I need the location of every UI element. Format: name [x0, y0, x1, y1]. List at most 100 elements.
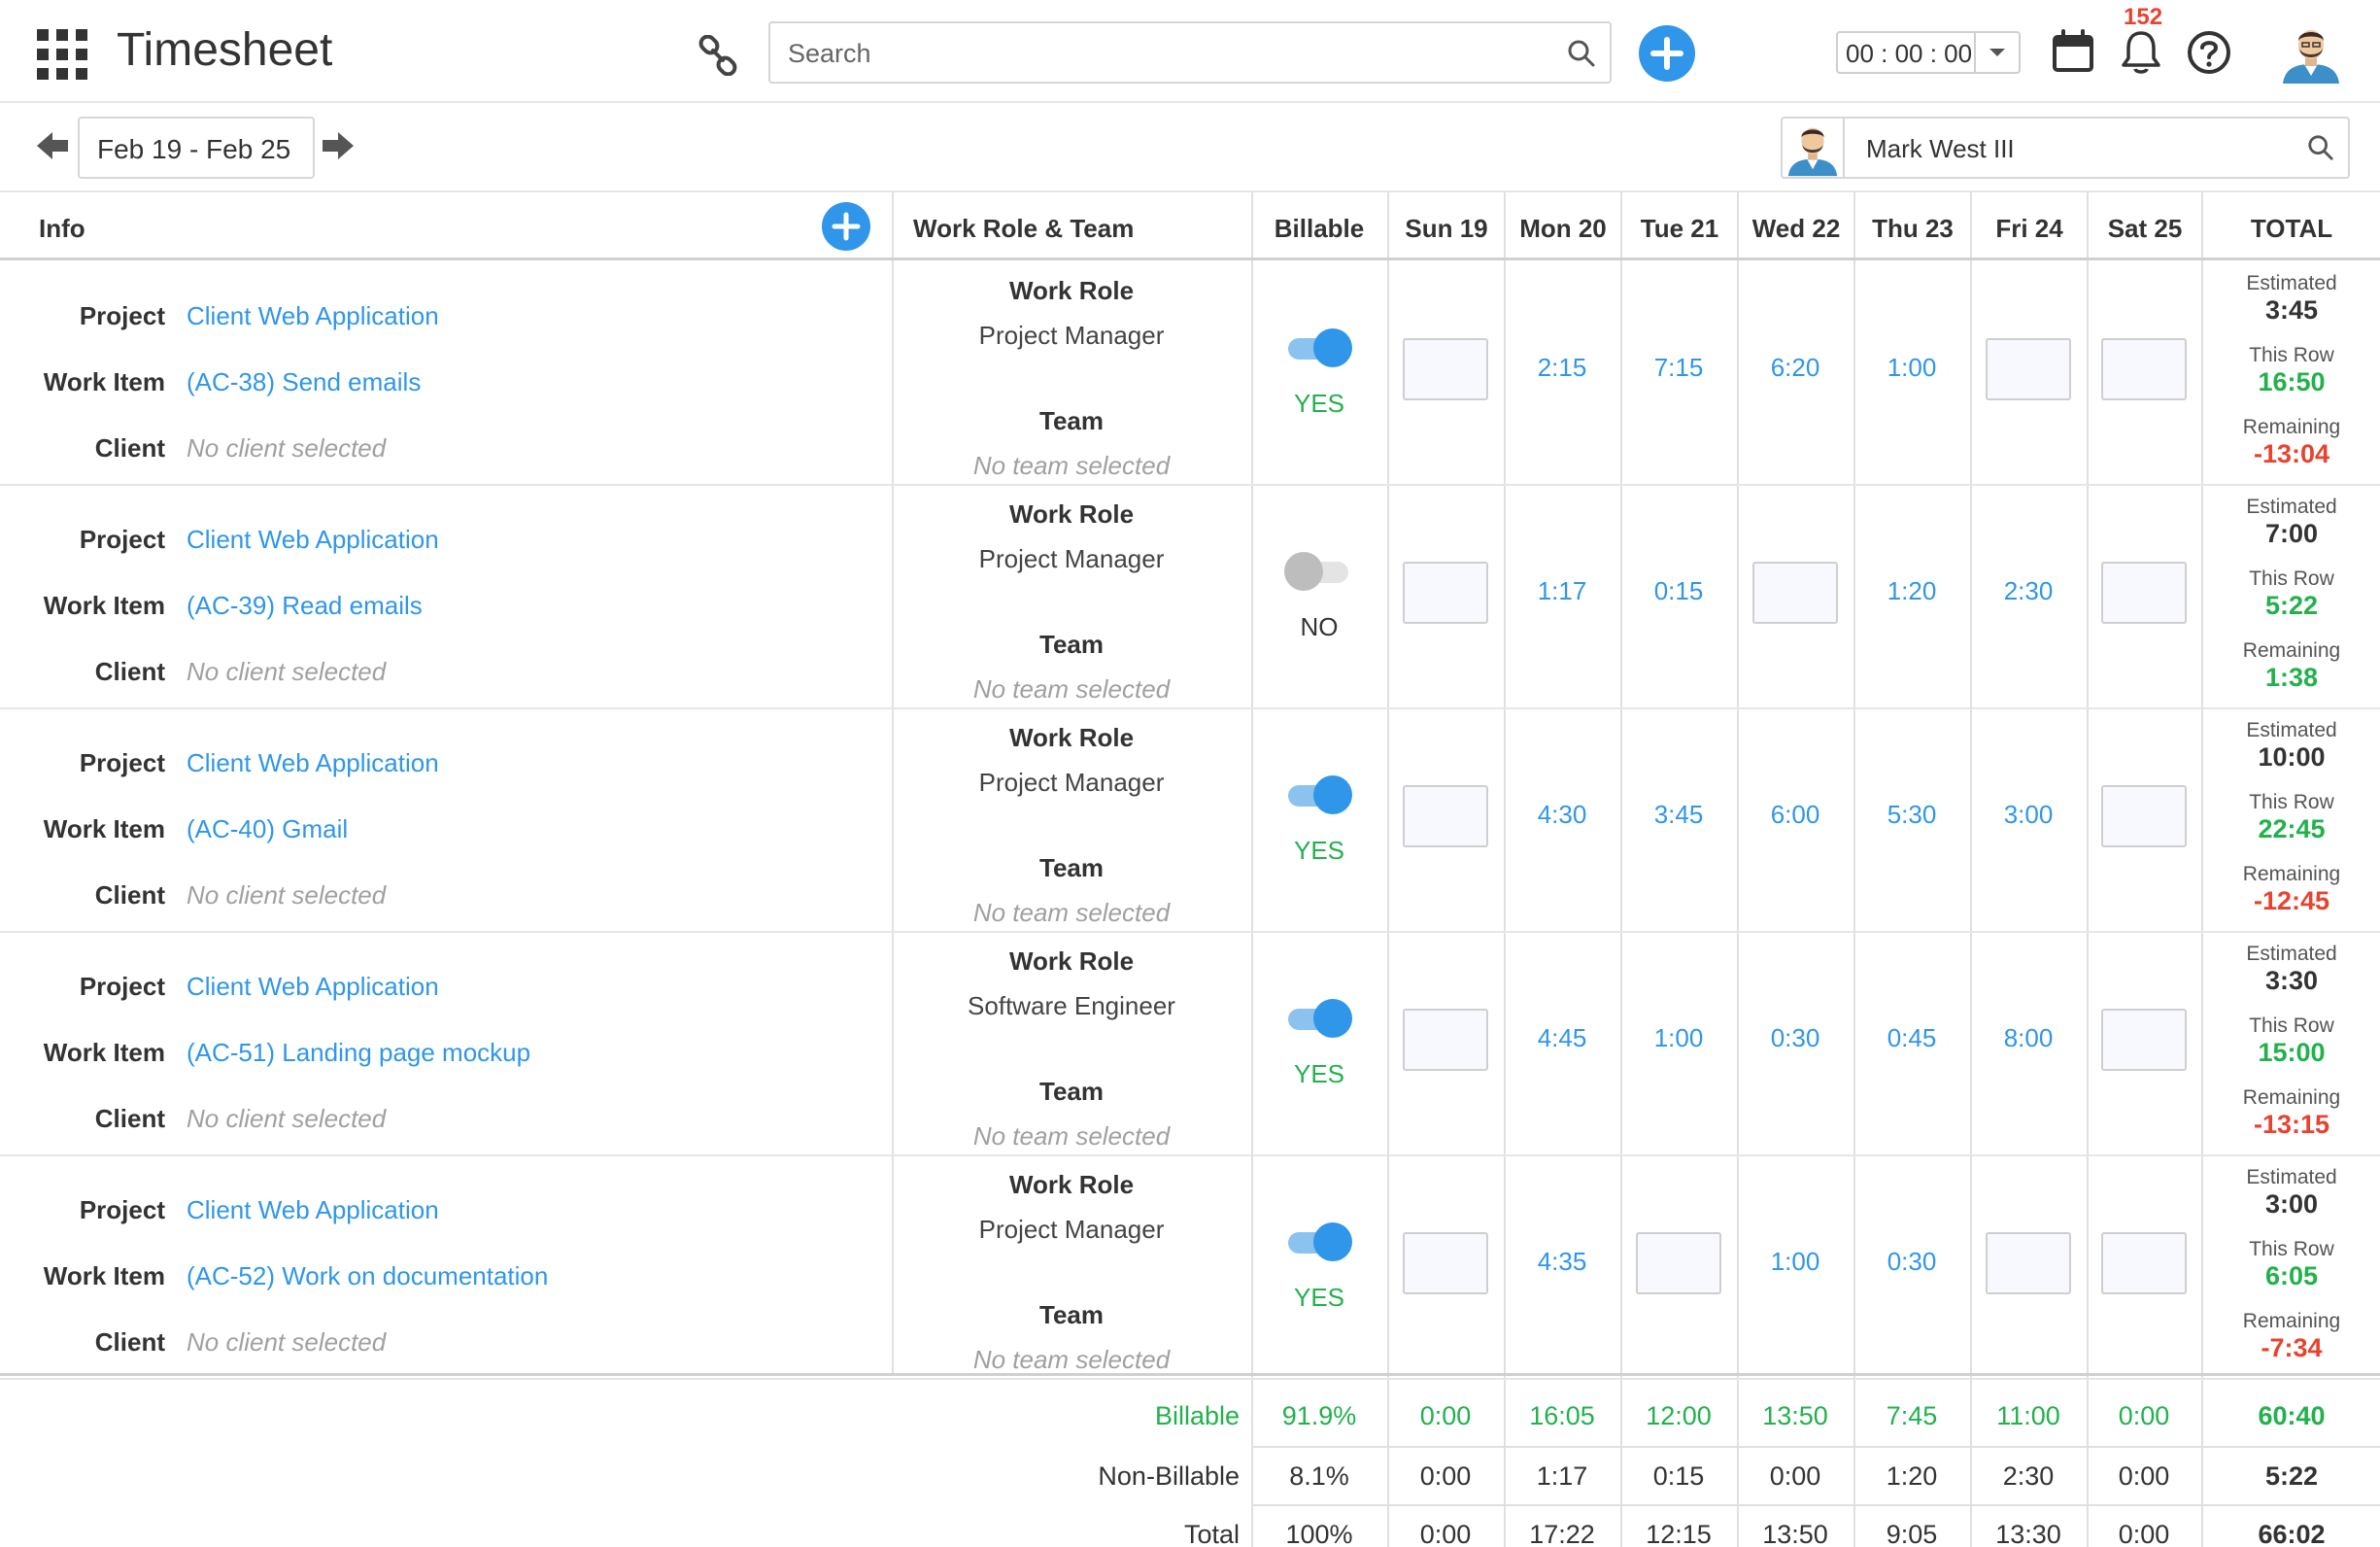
billable-toggle[interactable] — [1284, 550, 1352, 593]
time-entry-input[interactable] — [1403, 785, 1488, 847]
time-entry-value[interactable]: 1:17 — [1537, 576, 1587, 605]
team-value[interactable]: No team selected — [972, 1121, 1171, 1151]
column-header-billable: Billable — [1274, 214, 1365, 243]
help-icon[interactable] — [2186, 29, 2232, 76]
calendar-icon[interactable] — [2052, 29, 2094, 74]
search-icon[interactable] — [1567, 39, 1596, 68]
work-item-label: Work Item — [43, 367, 165, 396]
time-entry-input[interactable] — [1986, 1232, 2071, 1294]
work-role-value[interactable]: Project Manager — [978, 544, 1165, 573]
time-entry-input[interactable] — [1403, 1009, 1488, 1071]
time-entry-input[interactable] — [2101, 1009, 2187, 1071]
estimated-value: 3:30 — [2264, 966, 2319, 995]
time-entry-input[interactable] — [2101, 338, 2187, 400]
time-entry-value[interactable]: 0:15 — [1653, 576, 1704, 605]
billable-toggle[interactable] — [1284, 997, 1352, 1040]
timer-select[interactable]: 00 : 00 : 00 — [1836, 31, 2021, 74]
time-entry-value[interactable]: 8:00 — [2003, 1023, 2054, 1052]
link-icon[interactable] — [697, 35, 738, 76]
time-entry-input[interactable] — [1636, 1232, 1721, 1294]
project-link[interactable]: Client Web Application — [187, 301, 439, 330]
team-value[interactable]: No team selected — [972, 1345, 1171, 1374]
avatar[interactable] — [2279, 19, 2343, 84]
search-input[interactable] — [788, 35, 1546, 72]
work-item-link[interactable]: (AC-39) Read emails — [187, 591, 423, 620]
project-link[interactable]: Client Web Application — [187, 1195, 439, 1224]
time-entry-value[interactable]: 1:00 — [1770, 1247, 1820, 1276]
arrow-right-icon[interactable] — [321, 128, 356, 163]
user-selector[interactable]: Mark West III — [1781, 117, 2350, 179]
client-value[interactable]: No client selected — [187, 1327, 387, 1357]
work-item-link[interactable]: (AC-38) Send emails — [187, 367, 422, 396]
time-entry-input[interactable] — [2101, 785, 2187, 847]
time-entry-value[interactable]: 0:45 — [1887, 1023, 1937, 1052]
summary-day-value: 1:17 — [1536, 1461, 1588, 1491]
search-field[interactable] — [768, 21, 1612, 84]
time-entry-input[interactable] — [2101, 562, 2187, 624]
work-role-value[interactable]: Software Engineer — [968, 991, 1175, 1020]
add-entry-button[interactable] — [1639, 25, 1695, 82]
client-value[interactable]: No client selected — [187, 433, 387, 463]
time-entry-input[interactable] — [1752, 562, 1838, 624]
remaining-label: Remaining — [2242, 1310, 2341, 1332]
time-entry-value[interactable]: 4:45 — [1537, 1023, 1587, 1052]
column-divider — [2201, 192, 2203, 1547]
estimated-value: 7:00 — [2264, 519, 2319, 548]
work-role-value[interactable]: Project Manager — [978, 321, 1165, 350]
time-entry-value[interactable]: 1:20 — [1887, 576, 1937, 605]
time-entry-value[interactable]: 4:35 — [1537, 1247, 1587, 1276]
work-item-label: Work Item — [43, 814, 165, 843]
client-value[interactable]: No client selected — [187, 1104, 387, 1133]
project-link[interactable]: Client Web Application — [187, 972, 439, 1001]
team-value[interactable]: No team selected — [972, 674, 1171, 704]
team-value[interactable]: No team selected — [972, 451, 1171, 480]
time-entry-value[interactable]: 1:00 — [1653, 1023, 1704, 1052]
column-header-info: Info — [39, 214, 85, 243]
time-entry-value[interactable]: 4:30 — [1537, 800, 1587, 829]
project-link[interactable]: Client Web Application — [187, 525, 439, 554]
time-entry-input[interactable] — [1403, 562, 1488, 624]
work-role-value[interactable]: Project Manager — [978, 768, 1165, 797]
billable-toggle[interactable] — [1284, 327, 1352, 369]
time-entry-input[interactable] — [1986, 338, 2071, 400]
client-value[interactable]: No client selected — [187, 657, 387, 686]
time-entry-value[interactable]: 0:30 — [1887, 1247, 1937, 1276]
arrow-left-icon[interactable] — [35, 128, 70, 163]
time-entry-value[interactable]: 1:00 — [1887, 353, 1937, 382]
time-entry-value[interactable]: 0:30 — [1770, 1023, 1820, 1052]
summary-day-value: 13:50 — [1762, 1401, 1828, 1430]
billable-toggle[interactable] — [1284, 1220, 1352, 1263]
time-entry-input[interactable] — [1403, 1232, 1488, 1294]
work-role-value[interactable]: Project Manager — [978, 1215, 1165, 1244]
bell-icon[interactable] — [2120, 29, 2162, 76]
time-entry-value[interactable]: 3:00 — [2003, 800, 2054, 829]
time-entry-value[interactable]: 6:20 — [1770, 353, 1820, 382]
column-header-day: Fri 24 — [1995, 214, 2063, 243]
time-entry-value[interactable]: 3:45 — [1653, 800, 1704, 829]
time-entry-value[interactable]: 2:30 — [2003, 576, 2054, 605]
time-entry-input[interactable] — [1403, 338, 1488, 400]
summary-day-value: 16:05 — [1529, 1401, 1595, 1430]
client-value[interactable]: No client selected — [187, 880, 387, 910]
time-entry-value[interactable]: 2:15 — [1537, 353, 1587, 382]
work-item-link[interactable]: (AC-40) Gmail — [187, 814, 349, 843]
timer-dropdown[interactable] — [1974, 33, 2019, 72]
this-row-label: This Row — [2249, 1238, 2334, 1260]
add-row-button[interactable] — [822, 202, 870, 251]
search-icon[interactable] — [2307, 134, 2334, 161]
date-range-picker[interactable]: Feb 19 - Feb 25 — [78, 117, 315, 179]
project-link[interactable]: Client Web Application — [187, 748, 439, 777]
work-item-link[interactable]: (AC-52) Work on documentation — [187, 1261, 549, 1290]
time-entry-value[interactable]: 5:30 — [1887, 800, 1937, 829]
billable-toggle[interactable] — [1284, 774, 1352, 816]
summary-day-value: 12:00 — [1646, 1401, 1712, 1430]
estimated-label: Estimated — [2246, 943, 2337, 965]
time-entry-value[interactable]: 6:00 — [1770, 800, 1820, 829]
time-entry-value[interactable]: 7:15 — [1653, 353, 1704, 382]
apps-grid-icon[interactable] — [37, 29, 87, 80]
time-entry-input[interactable] — [2101, 1232, 2187, 1294]
work-item-link[interactable]: (AC-51) Landing page mockup — [187, 1038, 531, 1067]
team-value[interactable]: No team selected — [972, 898, 1171, 927]
remaining-value: 1:38 — [2264, 663, 2319, 692]
timer-value: 00 : 00 : 00 — [1846, 39, 1973, 68]
